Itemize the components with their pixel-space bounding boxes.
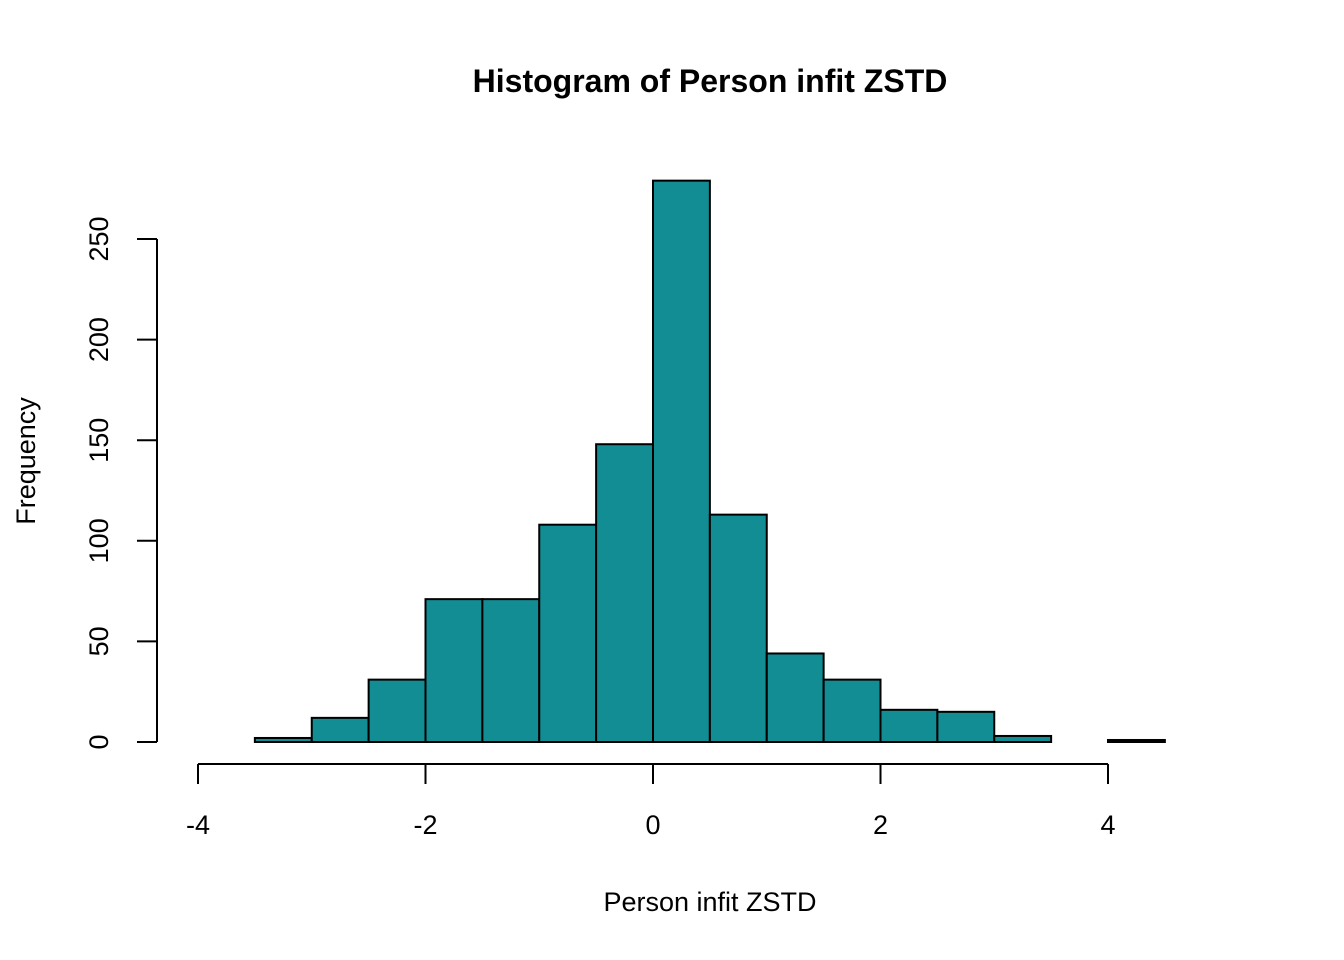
y-tick-label: 50 xyxy=(84,626,114,656)
histogram-bar-2 xyxy=(367,678,427,743)
histogram-bar-7 xyxy=(652,179,711,744)
histogram-bar-11 xyxy=(879,708,939,743)
y-axis-label: Frequency xyxy=(11,397,41,525)
histogram-bar-0 xyxy=(253,736,313,744)
y-tick-label: 100 xyxy=(84,518,114,563)
x-tick-label: 4 xyxy=(1100,810,1115,840)
y-tick-label: 150 xyxy=(84,418,114,463)
bars-group xyxy=(253,179,1166,744)
chart-title: Histogram of Person infit ZSTD xyxy=(473,63,948,99)
x-tick-label: 0 xyxy=(645,810,660,840)
x-tick-label: 2 xyxy=(873,810,888,840)
y-tick-label: 0 xyxy=(84,734,114,749)
histogram-bar-13 xyxy=(993,734,1053,743)
histogram-bar-6 xyxy=(595,443,654,743)
histogram-bar-15 xyxy=(1107,738,1166,743)
x-axis-label: Person infit ZSTD xyxy=(603,887,816,917)
histogram-bar-8 xyxy=(708,513,768,743)
y-tick-label: 200 xyxy=(84,317,114,362)
y-tick-label: 250 xyxy=(84,216,114,261)
histogram-bar-10 xyxy=(822,678,882,743)
histogram-bar-12 xyxy=(936,710,996,744)
histogram-bar-4 xyxy=(481,598,541,744)
x-axis: -4 -2 0 2 4 xyxy=(186,763,1116,840)
histogram-bar-5 xyxy=(538,523,598,743)
x-tick-label: -4 xyxy=(186,810,210,840)
histogram-bar-9 xyxy=(765,652,825,743)
y-axis: 0 50 100 150 200 250 xyxy=(84,216,158,750)
x-tick-label: -2 xyxy=(413,810,437,840)
histogram-bar-3 xyxy=(424,598,484,744)
histogram-bar-1 xyxy=(310,716,370,744)
